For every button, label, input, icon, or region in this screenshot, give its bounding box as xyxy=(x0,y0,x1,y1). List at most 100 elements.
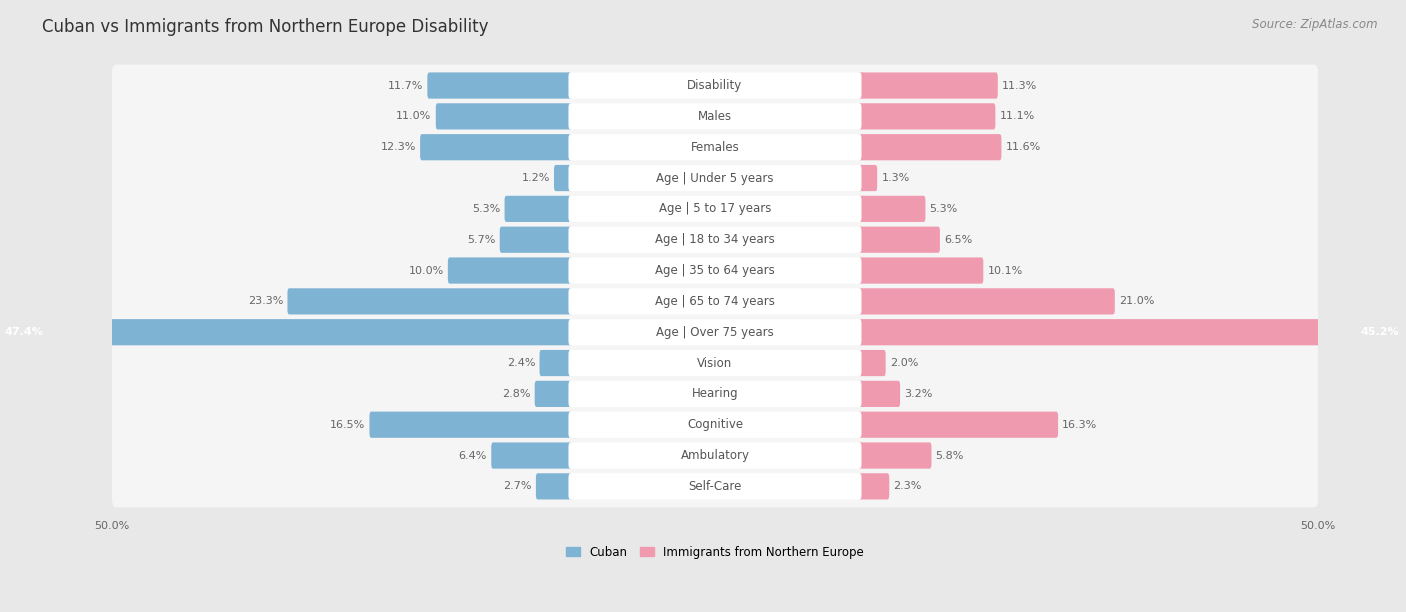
FancyBboxPatch shape xyxy=(568,350,862,376)
Text: 12.3%: 12.3% xyxy=(381,142,416,152)
Text: 21.0%: 21.0% xyxy=(1119,296,1154,307)
FancyBboxPatch shape xyxy=(436,103,572,130)
FancyBboxPatch shape xyxy=(112,250,1317,291)
Text: 11.7%: 11.7% xyxy=(388,81,423,91)
FancyBboxPatch shape xyxy=(505,196,572,222)
Text: 16.3%: 16.3% xyxy=(1063,420,1098,430)
FancyBboxPatch shape xyxy=(499,226,572,253)
Text: Age | Under 5 years: Age | Under 5 years xyxy=(657,171,773,185)
Text: Ambulatory: Ambulatory xyxy=(681,449,749,462)
FancyBboxPatch shape xyxy=(858,442,931,469)
Legend: Cuban, Immigrants from Northern Europe: Cuban, Immigrants from Northern Europe xyxy=(561,541,869,563)
FancyBboxPatch shape xyxy=(112,95,1317,137)
FancyBboxPatch shape xyxy=(534,381,572,407)
FancyBboxPatch shape xyxy=(112,280,1317,323)
Text: Age | 35 to 64 years: Age | 35 to 64 years xyxy=(655,264,775,277)
Text: 11.6%: 11.6% xyxy=(1005,142,1040,152)
FancyBboxPatch shape xyxy=(858,196,925,222)
Text: 2.0%: 2.0% xyxy=(890,358,918,368)
FancyBboxPatch shape xyxy=(568,103,862,130)
FancyBboxPatch shape xyxy=(449,258,572,283)
Text: Cognitive: Cognitive xyxy=(688,418,742,431)
Text: 6.5%: 6.5% xyxy=(943,235,973,245)
FancyBboxPatch shape xyxy=(0,319,572,345)
Text: Hearing: Hearing xyxy=(692,387,738,400)
Text: Females: Females xyxy=(690,141,740,154)
FancyBboxPatch shape xyxy=(112,465,1317,507)
Text: 5.3%: 5.3% xyxy=(929,204,957,214)
FancyBboxPatch shape xyxy=(568,412,862,438)
Text: Vision: Vision xyxy=(697,357,733,370)
Text: 6.4%: 6.4% xyxy=(458,450,486,461)
FancyBboxPatch shape xyxy=(858,226,939,253)
FancyBboxPatch shape xyxy=(536,473,572,499)
Text: 11.3%: 11.3% xyxy=(1002,81,1038,91)
Text: Age | 65 to 74 years: Age | 65 to 74 years xyxy=(655,295,775,308)
FancyBboxPatch shape xyxy=(112,435,1317,477)
Text: 16.5%: 16.5% xyxy=(330,420,366,430)
FancyBboxPatch shape xyxy=(540,350,572,376)
FancyBboxPatch shape xyxy=(112,157,1317,199)
Text: 1.3%: 1.3% xyxy=(882,173,910,183)
FancyBboxPatch shape xyxy=(112,126,1317,168)
FancyBboxPatch shape xyxy=(858,134,1001,160)
Text: 47.4%: 47.4% xyxy=(4,327,44,337)
FancyBboxPatch shape xyxy=(370,412,572,438)
FancyBboxPatch shape xyxy=(112,342,1317,384)
FancyBboxPatch shape xyxy=(554,165,572,191)
Text: 3.2%: 3.2% xyxy=(904,389,932,399)
FancyBboxPatch shape xyxy=(112,188,1317,230)
Text: Self-Care: Self-Care xyxy=(689,480,742,493)
Text: 10.1%: 10.1% xyxy=(987,266,1022,275)
Text: Source: ZipAtlas.com: Source: ZipAtlas.com xyxy=(1253,18,1378,31)
FancyBboxPatch shape xyxy=(112,404,1317,446)
Text: Cuban vs Immigrants from Northern Europe Disability: Cuban vs Immigrants from Northern Europe… xyxy=(42,18,489,36)
FancyBboxPatch shape xyxy=(858,473,889,499)
Text: 5.7%: 5.7% xyxy=(467,235,495,245)
Text: Age | 5 to 17 years: Age | 5 to 17 years xyxy=(659,203,770,215)
Text: 1.2%: 1.2% xyxy=(522,173,550,183)
FancyBboxPatch shape xyxy=(858,412,1059,438)
FancyBboxPatch shape xyxy=(568,72,862,99)
Text: 11.1%: 11.1% xyxy=(1000,111,1035,121)
Text: 10.0%: 10.0% xyxy=(408,266,444,275)
Text: Age | 18 to 34 years: Age | 18 to 34 years xyxy=(655,233,775,246)
Text: 23.3%: 23.3% xyxy=(247,296,283,307)
FancyBboxPatch shape xyxy=(858,72,998,99)
FancyBboxPatch shape xyxy=(568,442,862,469)
Text: 2.7%: 2.7% xyxy=(503,482,531,491)
Text: 2.3%: 2.3% xyxy=(893,482,922,491)
FancyBboxPatch shape xyxy=(112,65,1317,106)
Text: Age | Over 75 years: Age | Over 75 years xyxy=(657,326,773,338)
Text: 2.8%: 2.8% xyxy=(502,389,530,399)
FancyBboxPatch shape xyxy=(568,134,862,160)
FancyBboxPatch shape xyxy=(568,196,862,222)
FancyBboxPatch shape xyxy=(568,226,862,253)
FancyBboxPatch shape xyxy=(568,258,862,283)
FancyBboxPatch shape xyxy=(112,373,1317,415)
FancyBboxPatch shape xyxy=(568,288,862,315)
FancyBboxPatch shape xyxy=(112,218,1317,261)
FancyBboxPatch shape xyxy=(568,381,862,407)
Text: 5.8%: 5.8% xyxy=(935,450,965,461)
Text: 45.2%: 45.2% xyxy=(1360,327,1399,337)
FancyBboxPatch shape xyxy=(568,165,862,191)
Text: 2.4%: 2.4% xyxy=(506,358,536,368)
FancyBboxPatch shape xyxy=(858,319,1406,345)
FancyBboxPatch shape xyxy=(858,381,900,407)
Text: 5.3%: 5.3% xyxy=(472,204,501,214)
FancyBboxPatch shape xyxy=(568,473,862,499)
FancyBboxPatch shape xyxy=(420,134,572,160)
Text: Males: Males xyxy=(697,110,733,123)
Text: 11.0%: 11.0% xyxy=(396,111,432,121)
FancyBboxPatch shape xyxy=(858,165,877,191)
FancyBboxPatch shape xyxy=(858,350,886,376)
FancyBboxPatch shape xyxy=(568,319,862,345)
FancyBboxPatch shape xyxy=(858,103,995,130)
FancyBboxPatch shape xyxy=(858,288,1115,315)
FancyBboxPatch shape xyxy=(427,72,572,99)
FancyBboxPatch shape xyxy=(112,312,1317,353)
FancyBboxPatch shape xyxy=(491,442,572,469)
FancyBboxPatch shape xyxy=(858,258,983,283)
FancyBboxPatch shape xyxy=(287,288,572,315)
